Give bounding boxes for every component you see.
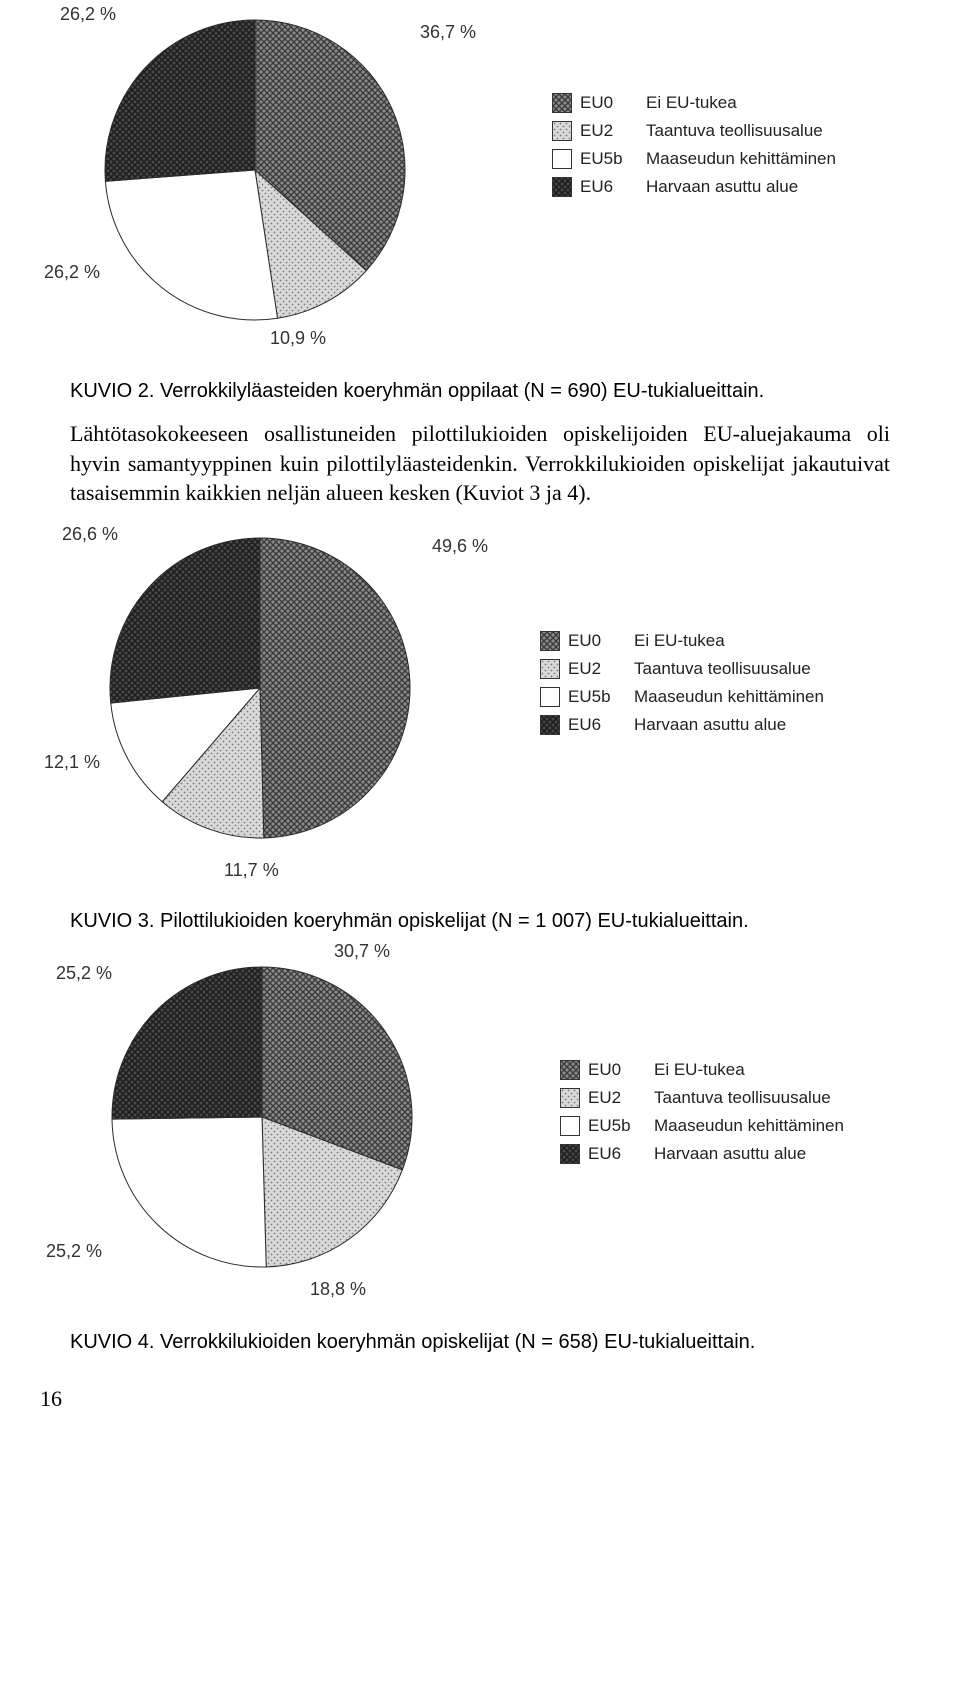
pct-label-EU6: 26,2 % [60,4,116,25]
pct-label-EU2: 18,8 % [310,1279,366,1300]
legend-code-EU6: EU6 [588,1144,654,1164]
pct-label-EU6: 25,2 % [56,963,112,984]
legend-swatch-EU0 [560,1060,580,1080]
legend-code-EU5b: EU5b [580,149,646,169]
legend-desc-EU2: Taantuva teollisuusalue [654,1088,831,1108]
caption-kuvio3: KUVIO 3. Pilottilukioiden koeryhmän opis… [70,908,890,935]
legend: EU0 Ei EU-tukea EU2 Taantuva teollisuusa… [560,1059,844,1171]
legend-swatch-EU5b [540,687,560,707]
legend-code-EU2: EU2 [568,659,634,679]
legend-swatch-EU5b [552,149,572,169]
legend-desc-EU0: Ei EU-tukea [654,1060,745,1080]
legend-code-EU0: EU0 [580,93,646,113]
pie-slice-EU6 [110,538,260,703]
pie-chart-kuvio3: 49,6 % 11,7 % 12,1 % 26,6 % EU0 Ei EU-tukea… [0,518,960,890]
legend-desc-EU5b: Maaseudun kehittäminen [646,149,836,169]
legend-code-EU5b: EU5b [588,1116,654,1136]
caption-kuvio4: KUVIO 4. Verrokkilukioiden koeryhmän opi… [70,1329,890,1356]
body-paragraph: Lähtötasokokeeseen osallistuneiden pilot… [70,419,890,508]
legend-desc-EU6: Harvaan asuttu alue [634,715,786,735]
legend-desc-EU0: Ei EU-tukea [634,631,725,651]
legend-code-EU5b: EU5b [568,687,634,707]
legend-row-EU2: EU2 Taantuva teollisuusalue [540,658,824,680]
legend-code-EU2: EU2 [580,121,646,141]
legend-row-EU0: EU0 Ei EU-tukea [540,630,824,652]
pie-slice-EU5b [105,170,277,320]
legend-desc-EU2: Taantuva teollisuusalue [646,121,823,141]
pct-label-EU2: 10,9 % [270,328,326,349]
legend-row-EU5b: EU5b Maaseudun kehittäminen [560,1115,844,1137]
legend-swatch-EU2 [540,659,560,679]
legend-swatch-EU2 [552,121,572,141]
legend-swatch-EU0 [552,93,572,113]
legend-row-EU6: EU6 Harvaan asuttu alue [540,714,824,736]
pct-label-EU5b: 26,2 % [44,262,100,283]
legend-code-EU6: EU6 [568,715,634,735]
legend-row-EU0: EU0 Ei EU-tukea [560,1059,844,1081]
legend: EU0 Ei EU-tukea EU2 Taantuva teollisuusa… [540,630,824,742]
legend-code-EU0: EU0 [568,631,634,651]
legend-code-EU0: EU0 [588,1060,654,1080]
legend-swatch-EU6 [552,177,572,197]
legend-swatch-EU6 [560,1144,580,1164]
legend-row-EU6: EU6 Harvaan asuttu alue [552,176,836,198]
legend-desc-EU2: Taantuva teollisuusalue [634,659,811,679]
legend-code-EU6: EU6 [580,177,646,197]
pct-label-EU2: 11,7 % [224,860,279,881]
pie-slice-EU0 [260,538,410,838]
legend-desc-EU0: Ei EU-tukea [646,93,737,113]
pct-label-EU0: 36,7 % [420,22,476,43]
legend-desc-EU5b: Maaseudun kehittäminen [654,1116,844,1136]
legend-swatch-EU6 [540,715,560,735]
legend-row-EU0: EU0 Ei EU-tukea [552,92,836,114]
legend-swatch-EU0 [540,631,560,651]
caption-kuvio2: KUVIO 2. Verrokkilyläasteiden koeryhmän … [70,378,890,405]
legend-code-EU2: EU2 [588,1088,654,1108]
pct-label-EU0: 30,7 % [334,941,390,962]
legend-desc-EU6: Harvaan asuttu alue [646,177,798,197]
figure-kuvio2: 36,7 % 10,9 % 26,2 % 26,2 % EU0 Ei EU-tukea… [0,0,960,405]
pct-label-EU5b: 25,2 % [46,1241,102,1262]
legend-row-EU2: EU2 Taantuva teollisuusalue [552,120,836,142]
pie-slice-EU6 [112,967,262,1119]
legend-desc-EU5b: Maaseudun kehittäminen [634,687,824,707]
figure-kuvio3: 49,6 % 11,7 % 12,1 % 26,6 % EU0 Ei EU-tukea… [0,518,960,935]
pie-chart-kuvio2: 36,7 % 10,9 % 26,2 % 26,2 % EU0 Ei EU-tukea… [0,0,960,360]
legend-row-EU5b: EU5b Maaseudun kehittäminen [540,686,824,708]
figure-kuvio4: 30,7 % 18,8 % 25,2 % 25,2 % EU0 Ei EU-tukea… [0,941,960,1356]
legend-row-EU6: EU6 Harvaan asuttu alue [560,1143,844,1165]
pie-slice-EU6 [105,20,255,181]
legend-swatch-EU5b [560,1116,580,1136]
pie-chart-kuvio4: 30,7 % 18,8 % 25,2 % 25,2 % EU0 Ei EU-tukea… [0,941,960,1311]
legend: EU0 Ei EU-tukea EU2 Taantuva teollisuusa… [552,92,836,204]
page-number: 16 [40,1386,960,1412]
pct-label-EU5b: 12,1 % [44,752,100,773]
pct-label-EU6: 26,6 % [62,524,118,545]
legend-row-EU2: EU2 Taantuva teollisuusalue [560,1087,844,1109]
legend-row-EU5b: EU5b Maaseudun kehittäminen [552,148,836,170]
legend-desc-EU6: Harvaan asuttu alue [654,1144,806,1164]
pct-label-EU0: 49,6 % [432,536,488,557]
pie-slice-EU5b [112,1117,266,1267]
legend-swatch-EU2 [560,1088,580,1108]
